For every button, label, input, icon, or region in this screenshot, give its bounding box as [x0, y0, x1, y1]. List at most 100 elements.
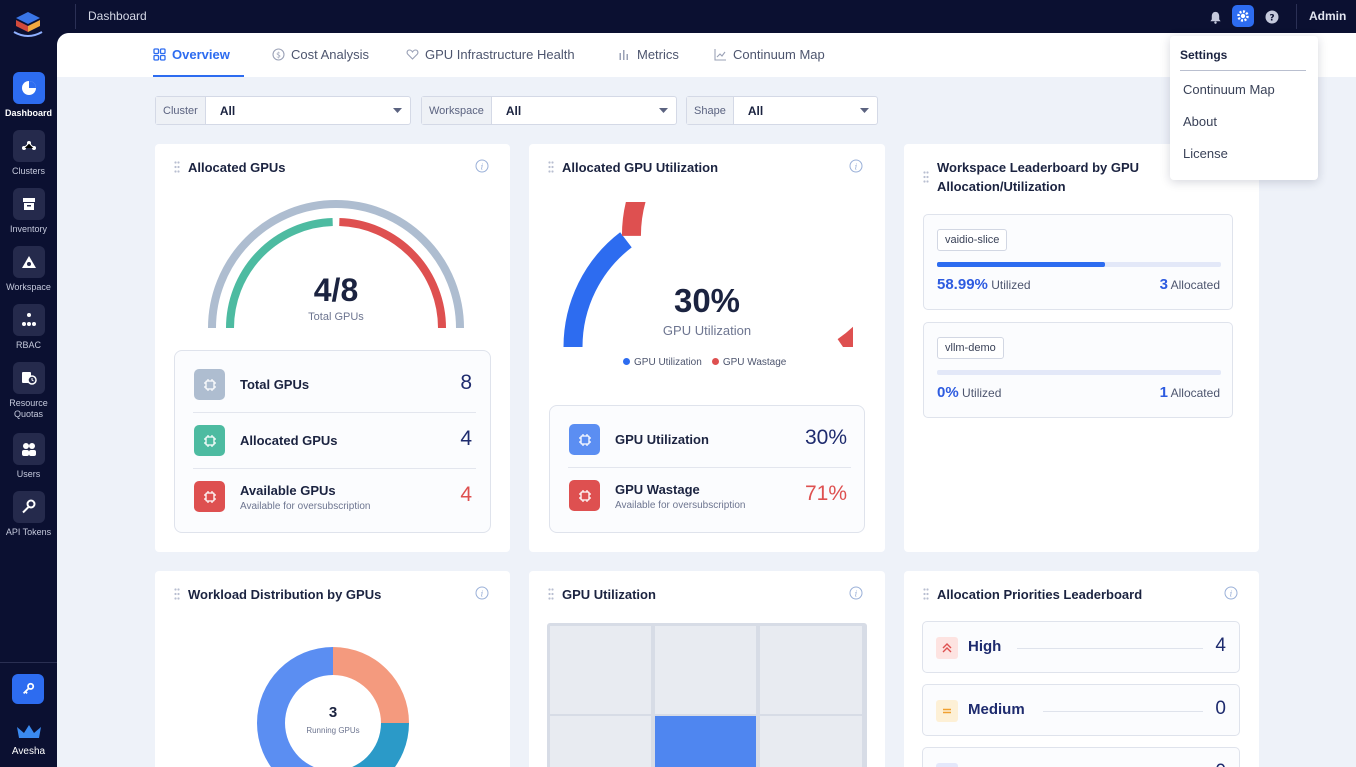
gauge-available-arc [339, 218, 446, 329]
gauge-label: GPU Utilization [662, 323, 752, 338]
priority-row-high[interactable]: High 4 [922, 621, 1240, 673]
drag-handle-icon[interactable] [548, 161, 554, 173]
gear-icon [1237, 10, 1249, 22]
tab-metrics[interactable]: Metrics [618, 47, 679, 77]
card-title: GPU Utilization [562, 587, 656, 602]
chevron-down-icon [936, 763, 958, 767]
heatmap-cell[interactable] [550, 626, 651, 714]
sidebar-item-label: Users [16, 469, 41, 479]
equals-icon [936, 700, 958, 722]
heatmap-cell[interactable] [550, 716, 651, 767]
heatmap-cell[interactable] [655, 716, 756, 767]
tab-cost-analysis[interactable]: $ Cost Analysis [272, 47, 369, 77]
cluster-filter[interactable]: Cluster All [155, 96, 411, 125]
workspace-leaderboard-card: Workspace Leaderboard by GPU Allocation/… [904, 144, 1259, 552]
sidebar-item-inventory[interactable]: Inventory [0, 188, 57, 235]
settings-button[interactable] [1232, 5, 1254, 27]
card-title: Allocated GPUs [188, 160, 286, 175]
chevrons-up-icon [936, 637, 958, 659]
drag-handle-icon[interactable] [174, 161, 180, 173]
donut-segment [257, 647, 333, 767]
heatmap-cell[interactable] [760, 626, 862, 714]
sidebar: Dashboard Clusters Inventory Workspace R… [0, 0, 57, 767]
drag-handle-icon[interactable] [174, 588, 180, 600]
drag-handle-icon[interactable] [923, 588, 929, 600]
user-menu[interactable]: Admin [1309, 9, 1347, 23]
info-icon[interactable]: i [849, 586, 863, 600]
menu-item-about[interactable]: About [1183, 114, 1217, 129]
stat-row-utilization: GPU Utilization 30% [568, 412, 851, 468]
utilization-gauge [563, 202, 853, 347]
drag-handle-icon[interactable] [548, 588, 554, 600]
sidebar-item-workspace[interactable]: Workspace [0, 246, 57, 293]
tab-gpu-infrastructure-health[interactable]: GPU Infrastructure Health [406, 47, 575, 77]
key-icon [12, 491, 45, 523]
allocated-gpus-gauge [208, 200, 464, 329]
drag-handle-icon[interactable] [923, 171, 929, 183]
sidebar-item-api-tokens[interactable]: API Tokens [0, 491, 57, 538]
stat-row-wastage: GPU Wastage Available for oversubscripti… [568, 468, 851, 524]
sidebar-item-users[interactable]: Users [0, 433, 57, 480]
tab-bar: Overview $ Cost Analysis GPU Infrastruct… [57, 33, 1356, 77]
sidebar-item-label: Clusters [11, 166, 45, 176]
gauge-value: 4/8 [313, 272, 359, 308]
donut-segment [333, 647, 409, 723]
topbar: Dashboard ? Admin [57, 0, 1356, 33]
chip-icon [569, 424, 600, 455]
sidebar-item-clusters[interactable]: Clusters [0, 130, 57, 177]
gauge-utilization-arc [563, 232, 632, 347]
chip-icon [194, 425, 225, 456]
heatmap-cell[interactable] [760, 716, 862, 767]
utilization-bar [937, 370, 1221, 375]
svg-text:i: i [855, 589, 858, 599]
donut-center-value: 3 [328, 704, 338, 721]
heart-icon [406, 49, 419, 60]
sidebar-item-rbac[interactable]: RBAC [0, 304, 57, 351]
sidebar-item-dashboard[interactable]: Dashboard [0, 72, 57, 119]
quota-icon [12, 362, 45, 394]
gauge-legend: GPU Utilization GPU Wastage [623, 357, 786, 368]
svg-text:i: i [855, 162, 858, 172]
tab-overview[interactable]: Overview [153, 47, 244, 77]
info-icon[interactable]: i [849, 159, 863, 173]
sidebar-item-resource-quotas[interactable]: Resource Quotas [0, 362, 57, 420]
stat-row-allocated: Allocated GPUs 4 [193, 413, 476, 469]
utilization-stats-list: GPU Utilization 30% GPU Wastage Availabl… [549, 405, 865, 533]
allocated-gpus-card: Allocated GPUs i 4/8 Total GPUs Total GP… [155, 144, 510, 552]
utilized-value: 58.99% Utilized [937, 276, 1031, 293]
priority-row-low[interactable]: 0 [922, 747, 1240, 767]
chevron-down-icon [650, 97, 676, 124]
workspace-filter[interactable]: Workspace All [421, 96, 677, 125]
heatmap-grid [547, 623, 867, 767]
help-icon[interactable]: ? [1263, 8, 1281, 26]
sidebar-item-label: Resource Quotas [9, 398, 48, 419]
leaderboard-item[interactable]: vllm-demo 0% Utilized 1 Allocated [923, 322, 1233, 418]
leaderboard-item[interactable]: vaidio-slice 58.99% Utilized 3 Allocated [923, 214, 1233, 310]
crown-icon [16, 725, 41, 738]
sidebar-item-label: API Tokens [5, 527, 52, 537]
tab-continuum-map[interactable]: Continuum Map [714, 47, 825, 77]
app-logo-icon[interactable] [10, 8, 46, 40]
bell-icon[interactable] [1206, 8, 1224, 26]
allocation-priorities-card: Allocation Priorities Leaderboard i High… [904, 571, 1259, 767]
line-chart-icon [714, 49, 726, 61]
allocated-value: 1 Allocated [1159, 384, 1220, 401]
info-icon[interactable]: i [475, 586, 489, 600]
legend-item: GPU Wastage [711, 357, 786, 368]
info-icon[interactable]: i [475, 159, 489, 173]
key-icon [23, 682, 35, 694]
utilized-value: 0% Utilized [937, 384, 1002, 401]
utilization-bar-fill [937, 262, 1105, 267]
workspace-icon [12, 246, 45, 278]
priority-row-medium[interactable]: Medium 0 [922, 684, 1240, 736]
brand-name: Avesha [11, 746, 46, 757]
donut-center-label: Running GPUs [306, 726, 360, 735]
license-key-button[interactable] [12, 674, 44, 704]
menu-item-license[interactable]: License [1183, 146, 1228, 161]
info-icon[interactable]: i [1224, 586, 1238, 600]
heatmap-cell[interactable] [655, 626, 756, 714]
breadcrumb[interactable]: Dashboard [88, 9, 147, 23]
gpu-utilization-card: Allocated GPU Utilization i 30% GPU Util… [529, 144, 885, 552]
shape-filter[interactable]: Shape All [686, 96, 878, 125]
menu-item-continuum-map[interactable]: Continuum Map [1183, 82, 1275, 97]
